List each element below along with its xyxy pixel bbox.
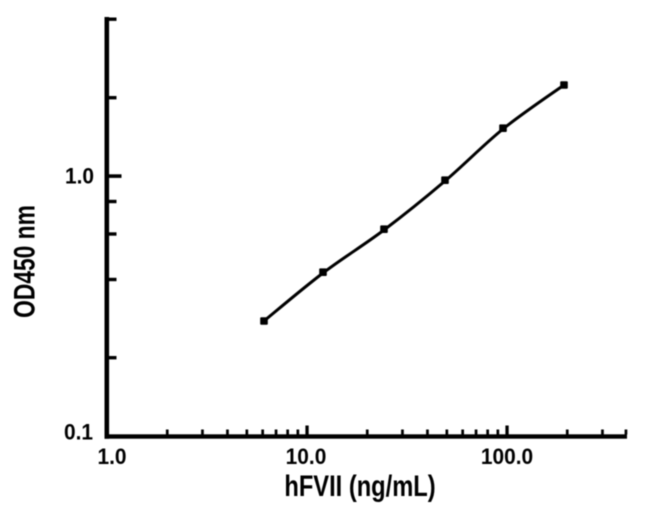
svg-text:10.0: 10.0 — [286, 445, 327, 470]
svg-text:OD450 nm: OD450 nm — [7, 205, 41, 318]
svg-text:1.0: 1.0 — [97, 445, 126, 470]
svg-text:hFVII (ng/mL): hFVII (ng/mL) — [284, 469, 435, 502]
svg-text:1.0: 1.0 — [65, 164, 94, 189]
svg-text:0.1: 0.1 — [64, 420, 93, 445]
svg-text:100.0: 100.0 — [481, 445, 533, 470]
